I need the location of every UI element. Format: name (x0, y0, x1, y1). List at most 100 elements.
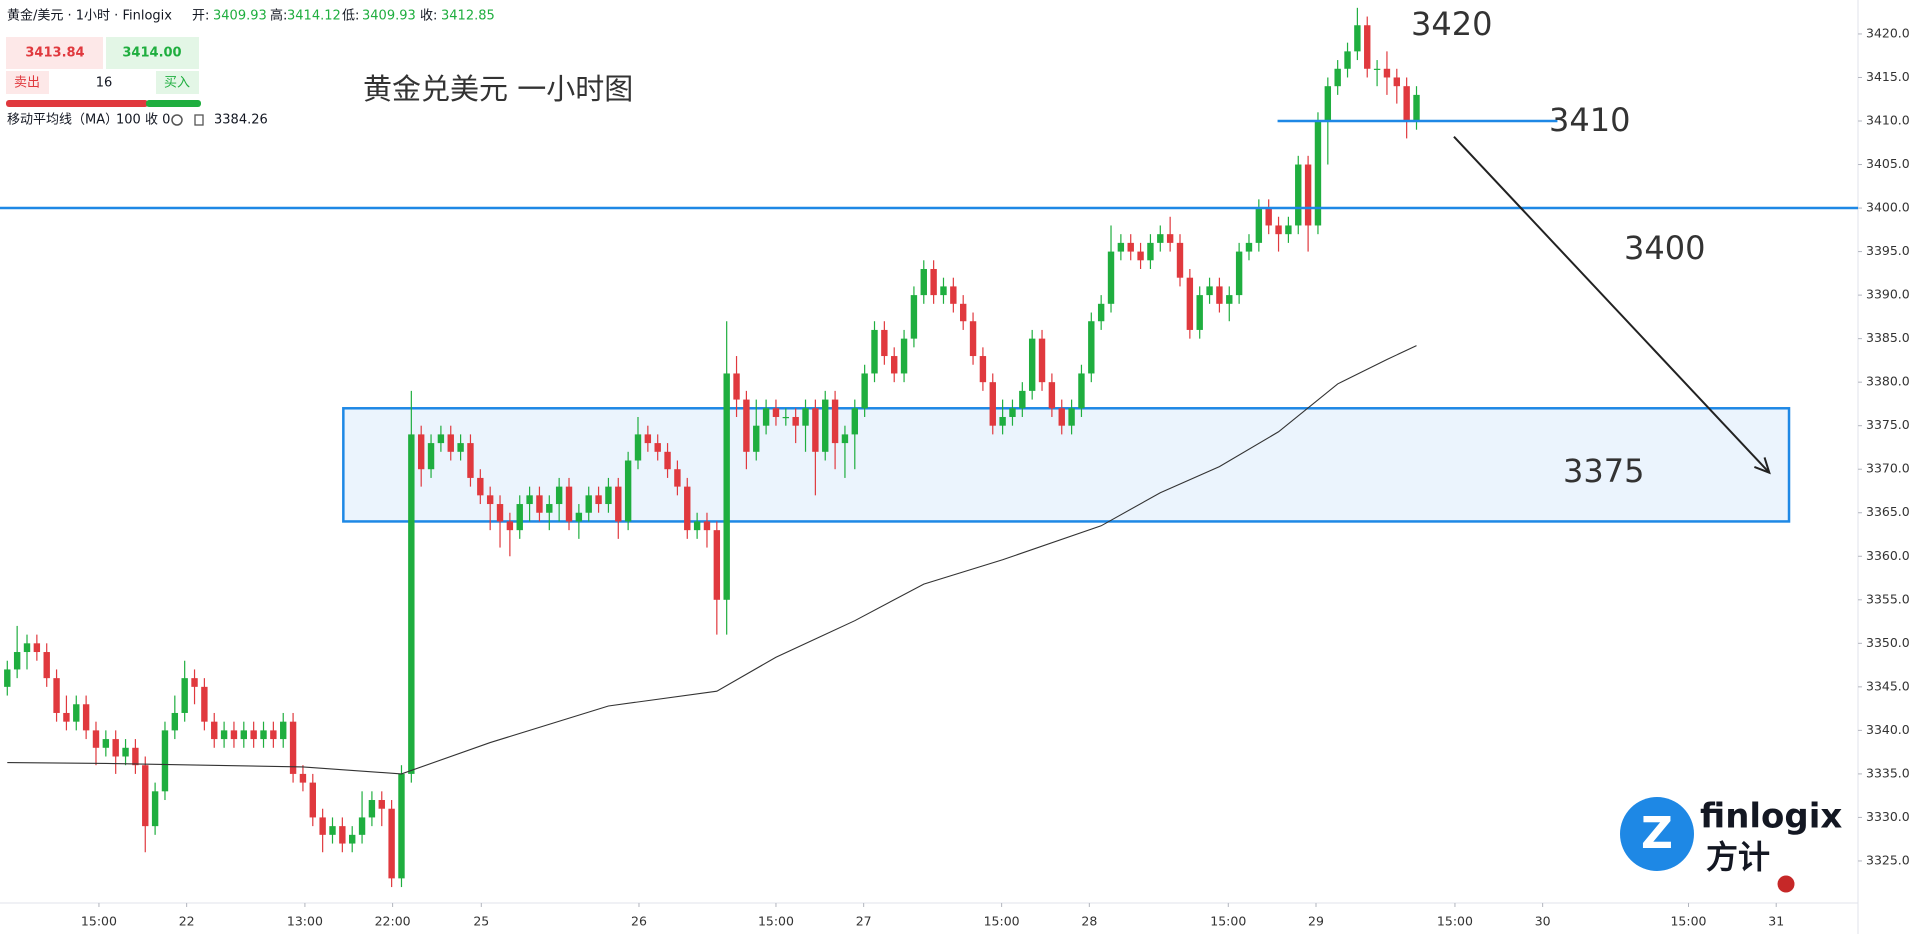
header: 黄金/美元 · 1小时 · Finlogix 开: 3409.93 高: 341… (6, 8, 495, 128)
candle-body (13, 652, 21, 670)
candle-body (1147, 242, 1154, 261)
sell-bar (6, 100, 148, 107)
candle-body (447, 434, 454, 452)
candle-body (674, 469, 681, 487)
buy-box[interactable] (106, 37, 199, 69)
y-tick-label: 3395.00 (1866, 243, 1910, 258)
candle-body (841, 434, 849, 444)
candle-body (112, 739, 119, 757)
x-tick-label: 13:00 (287, 914, 323, 929)
y-tick-label: 3385.00 (1866, 330, 1910, 345)
candle-body (1216, 286, 1223, 304)
sell-label[interactable]: 卖出 (14, 76, 40, 91)
y-tick-label: 3370.00 (1866, 461, 1910, 476)
delete-icon[interactable] (194, 114, 204, 126)
candle-body (526, 495, 533, 505)
candle-body (398, 773, 405, 879)
candle-body (102, 739, 110, 748)
candle-body (930, 268, 937, 296)
low-value: 3409.93 (362, 9, 416, 24)
candle-body (1009, 408, 1016, 417)
candle-body (1383, 68, 1391, 78)
candle-body (792, 416, 799, 426)
candle-body (891, 356, 898, 374)
sell-price[interactable]: 3413.84 (25, 46, 84, 61)
candle-body (73, 704, 80, 722)
candle-body (1048, 382, 1056, 409)
x-tick-label: 15:00 (758, 914, 794, 929)
annotation: 3420 (1411, 5, 1492, 43)
annotation: 3400 (1624, 229, 1705, 267)
candle-body (565, 486, 573, 522)
candle-body (280, 721, 287, 740)
settings-icon[interactable] (171, 114, 183, 126)
candle-body (723, 373, 730, 600)
x-tick-label: 15:00 (81, 914, 117, 929)
candle-body (181, 678, 188, 713)
candle-body (940, 286, 947, 296)
candle-body (260, 730, 267, 740)
candle-body (496, 504, 504, 522)
high-label: 高: (270, 8, 287, 24)
candle-body (1068, 408, 1075, 426)
buy-bar (146, 100, 201, 107)
buy-button[interactable] (156, 71, 199, 94)
candle-body (1255, 208, 1263, 243)
candle-body (23, 643, 31, 653)
y-tick-label: 3410.00 (1866, 113, 1910, 128)
x-tick-label: 22 (179, 914, 195, 929)
candle-body (82, 704, 90, 731)
candle-body (1038, 338, 1046, 383)
candle-body (516, 504, 523, 531)
candle-body (339, 826, 346, 844)
candle-body (1393, 77, 1401, 87)
x-tick-label: 25 (473, 914, 489, 929)
candle-body (1117, 242, 1125, 252)
candle-body (142, 765, 149, 827)
symbol: 黄金/美元 · 1小时 · Finlogix (7, 8, 172, 24)
candle-body (822, 399, 829, 452)
candle-body (1058, 408, 1065, 426)
candle-body (457, 443, 464, 452)
y-tick-label: 3345.00 (1866, 678, 1910, 693)
candle-body (1275, 225, 1282, 235)
x-tick-label: 15:00 (1437, 914, 1473, 929)
candle-body (861, 373, 868, 409)
y-tick-label: 3350.00 (1866, 635, 1910, 650)
candle-body (329, 826, 336, 835)
candle-body (486, 495, 494, 505)
x-tick-label: 15:00 (1670, 914, 1706, 929)
candle-body (546, 504, 553, 513)
sell-button[interactable] (6, 71, 49, 94)
candle-body (1176, 242, 1184, 278)
candle-body (4, 669, 11, 687)
buy-price[interactable]: 3414.00 (122, 46, 181, 61)
candle-body (959, 303, 967, 322)
y-tick-label: 3415.00 (1866, 69, 1910, 84)
arrow-line (1453, 135, 1771, 474)
candle-body (1127, 242, 1134, 252)
candle-body (782, 416, 790, 419)
candle-body (408, 434, 415, 774)
arrow-head (1754, 457, 1771, 475)
annotation: 3375 (1563, 452, 1644, 490)
candle-body (388, 808, 395, 879)
candle-body (753, 425, 760, 452)
y-tick-label: 3330.00 (1866, 809, 1910, 824)
candle-body (467, 443, 474, 478)
candle-body (634, 434, 642, 461)
candle-body (999, 416, 1006, 426)
candle-body (358, 817, 366, 835)
buy-label[interactable]: 买入 (164, 76, 190, 91)
y-tick-label: 3380.00 (1866, 374, 1910, 389)
candle-body (595, 495, 602, 505)
sell-box[interactable] (6, 37, 103, 69)
close-label: 收: (420, 9, 437, 24)
low-label: 低: (342, 9, 359, 24)
candle-body (1265, 208, 1272, 226)
candle-body (299, 773, 307, 783)
y-tick-label: 3325.00 (1866, 852, 1910, 867)
candle-body (378, 800, 385, 809)
logo-text: finlogix (1700, 797, 1842, 837)
candle-body (1078, 373, 1085, 409)
